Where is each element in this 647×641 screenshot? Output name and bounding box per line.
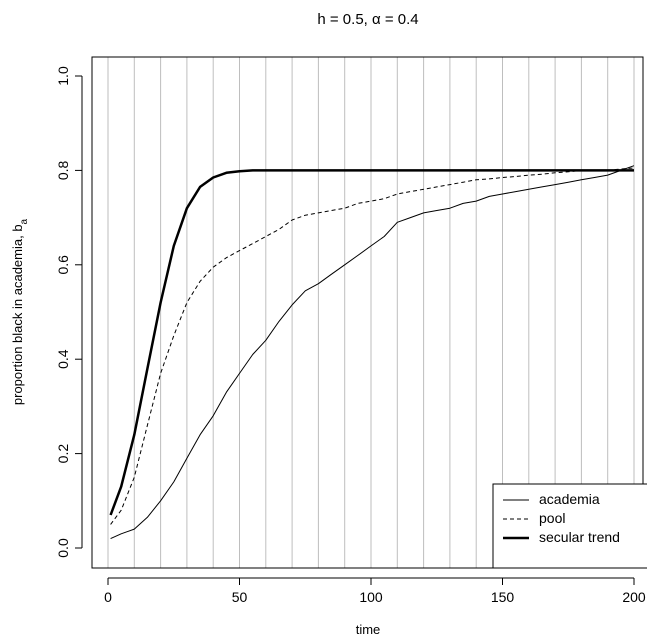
y-tick-label-2: 0.4 <box>55 349 71 369</box>
x-axis-title: time <box>356 622 381 637</box>
y-tick-label-5: 1.0 <box>55 66 71 86</box>
legend-label-pool: pool <box>539 510 565 526</box>
series-line-pool <box>110 167 635 525</box>
legend-box <box>492 483 647 569</box>
plot-frame <box>91 56 644 569</box>
series-line-secular-trend <box>109 169 634 516</box>
series-line-academia <box>110 165 635 540</box>
x-tick-label-150: 150 <box>491 589 515 605</box>
y-axis-title-subscript: a <box>19 218 30 224</box>
y-tick-label-1: 0.2 <box>55 444 71 464</box>
legend-label-academia: academia <box>539 491 600 507</box>
x-tick-label-50: 50 <box>232 589 248 605</box>
legend: academia pool secular trend <box>492 483 647 569</box>
y-tick-label-4: 0.8 <box>55 160 71 180</box>
x-tick-label-0: 0 <box>104 589 112 605</box>
y-tick-label-0: 0.0 <box>55 538 71 558</box>
x-tick-label-200: 200 <box>622 589 646 605</box>
legend-label-secular-trend: secular trend <box>539 529 620 545</box>
x-tick-label-100: 100 <box>359 589 383 605</box>
series-lines <box>109 165 635 540</box>
y-axis-title-main: proportion black in academia, b <box>10 224 25 405</box>
chart-title: h = 0.5, α = 0.4 <box>317 11 418 28</box>
y-tick-label-3: 0.6 <box>55 255 71 275</box>
y-axis-title: proportion black in academia, ba <box>10 218 30 405</box>
vertical-gridlines <box>107 57 635 568</box>
axes: 0 50 100 150 200 0.0 0.2 0.4 0.6 0.8 1.0 <box>55 66 646 605</box>
